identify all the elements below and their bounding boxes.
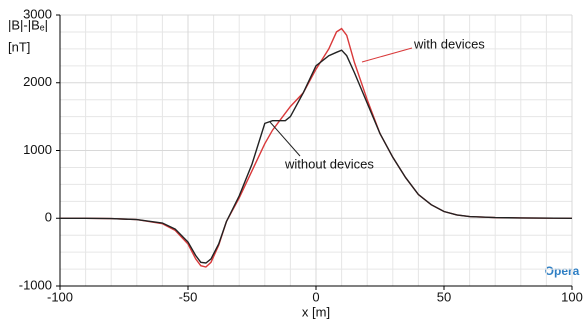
annotation: without devices bbox=[284, 156, 374, 171]
annotation-leader bbox=[361, 47, 413, 63]
line-series bbox=[60, 49, 573, 264]
x-tick-label: -100 bbox=[47, 289, 73, 304]
y-axis-label: |B|-|Bₑ| bbox=[8, 17, 48, 32]
x-tick-label: 100 bbox=[561, 289, 583, 304]
y-tick-label: -1000 bbox=[19, 277, 52, 292]
annotation: with devices bbox=[413, 36, 485, 51]
annotation-leader bbox=[269, 121, 301, 157]
y-tick-label: 0 bbox=[45, 210, 52, 225]
x-axis-label: x [m] bbox=[302, 304, 330, 319]
x-tick-label: 50 bbox=[437, 289, 451, 304]
logo: Opera bbox=[545, 264, 580, 278]
x-tick-label: 0 bbox=[312, 289, 319, 304]
y-tick-label: 3000 bbox=[23, 6, 52, 21]
y-tick-label: 2000 bbox=[23, 74, 52, 89]
y-axis-unit: [nT] bbox=[8, 39, 30, 54]
x-tick-label: -50 bbox=[179, 289, 198, 304]
y-tick-label: 1000 bbox=[23, 142, 52, 157]
